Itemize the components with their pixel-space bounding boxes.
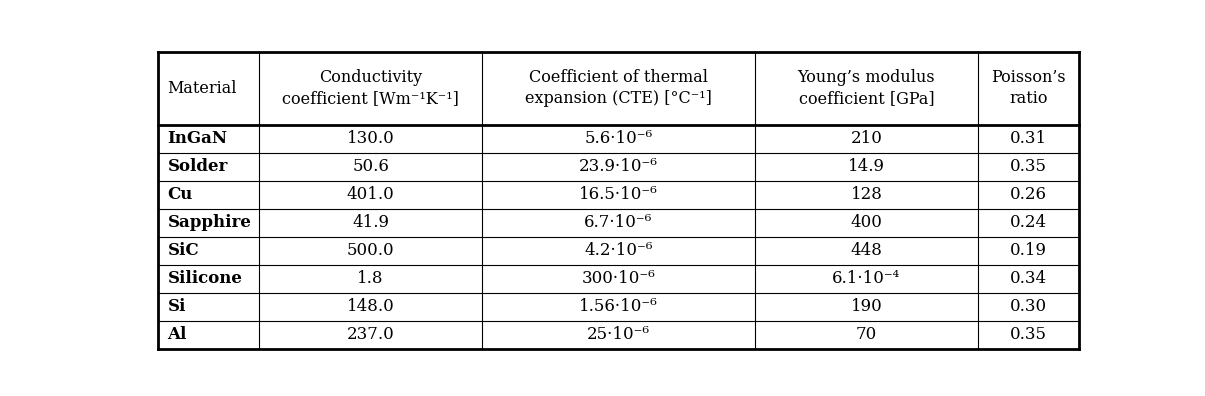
Text: Cu: Cu (167, 186, 193, 203)
Text: 41.9: 41.9 (352, 214, 389, 231)
Text: 500.0: 500.0 (347, 242, 394, 259)
Text: 14.9: 14.9 (848, 158, 884, 175)
Text: 0.31: 0.31 (1010, 130, 1047, 147)
Text: 0.26: 0.26 (1010, 186, 1047, 203)
Text: Conductivity
coefficient [Wm⁻¹K⁻¹]: Conductivity coefficient [Wm⁻¹K⁻¹] (282, 69, 459, 107)
Text: 0.35: 0.35 (1010, 326, 1047, 343)
Text: 0.24: 0.24 (1010, 214, 1047, 231)
Text: Material: Material (167, 80, 237, 97)
Text: 25·10⁻⁶: 25·10⁻⁶ (587, 326, 649, 343)
Text: 148.0: 148.0 (347, 298, 394, 315)
Text: 237.0: 237.0 (347, 326, 394, 343)
Text: 0.34: 0.34 (1010, 270, 1047, 287)
Text: 70: 70 (856, 326, 877, 343)
Text: Poisson’s
ratio: Poisson’s ratio (992, 69, 1066, 107)
Text: 0.30: 0.30 (1010, 298, 1047, 315)
Text: Solder: Solder (167, 158, 228, 175)
Text: Coefficient of thermal
expansion (CTE) [°C⁻¹]: Coefficient of thermal expansion (CTE) [… (525, 69, 712, 107)
Text: SiC: SiC (167, 242, 199, 259)
Text: 1.8: 1.8 (358, 270, 384, 287)
Text: 50.6: 50.6 (352, 158, 389, 175)
Text: 23.9·10⁻⁶: 23.9·10⁻⁶ (578, 158, 658, 175)
Text: 300·10⁻⁶: 300·10⁻⁶ (582, 270, 656, 287)
Text: Silicone: Silicone (167, 270, 242, 287)
Text: 401.0: 401.0 (347, 186, 394, 203)
Text: 4.2·10⁻⁶: 4.2·10⁻⁶ (584, 242, 653, 259)
Text: 448: 448 (851, 242, 882, 259)
Text: 400: 400 (851, 214, 882, 231)
Text: 5.6·10⁻⁶: 5.6·10⁻⁶ (584, 130, 653, 147)
Text: InGaN: InGaN (167, 130, 228, 147)
Text: 210: 210 (851, 130, 882, 147)
Text: 190: 190 (851, 298, 882, 315)
Text: Sapphire: Sapphire (167, 214, 252, 231)
Text: 128: 128 (851, 186, 882, 203)
Text: 130.0: 130.0 (347, 130, 394, 147)
Text: Young’s modulus
coefficient [GPa]: Young’s modulus coefficient [GPa] (798, 69, 935, 107)
Text: 0.35: 0.35 (1010, 158, 1047, 175)
Text: Si: Si (167, 298, 186, 315)
Text: Al: Al (167, 326, 187, 343)
Text: 6.7·10⁻⁶: 6.7·10⁻⁶ (584, 214, 653, 231)
Text: 1.56·10⁻⁶: 1.56·10⁻⁶ (580, 298, 658, 315)
Text: 6.1·10⁻⁴: 6.1·10⁻⁴ (833, 270, 900, 287)
Text: 16.5·10⁻⁶: 16.5·10⁻⁶ (580, 186, 658, 203)
Text: 0.19: 0.19 (1010, 242, 1047, 259)
